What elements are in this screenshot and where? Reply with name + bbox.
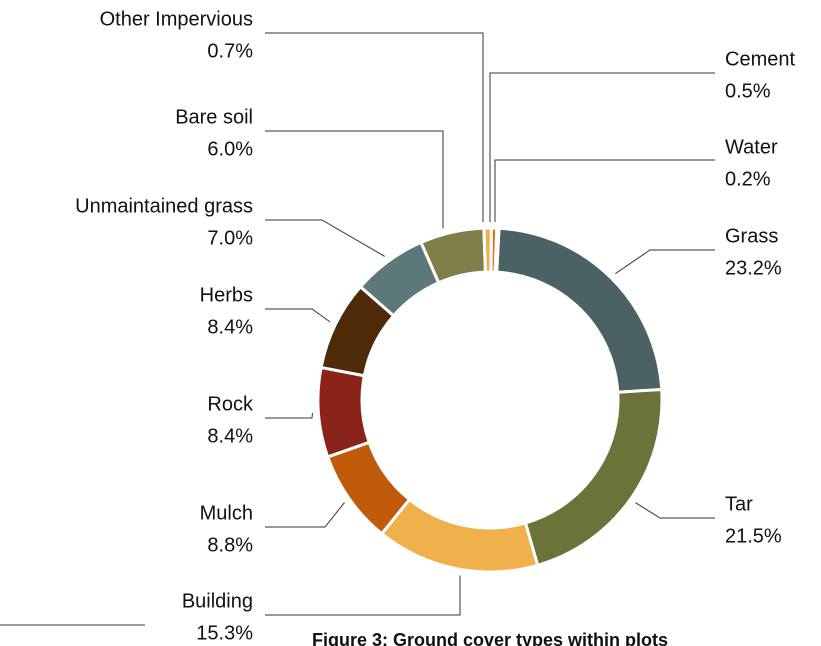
slice-label: Bare soil [175,106,253,128]
slice-label: Cement [725,48,795,70]
donut-segment [495,226,664,394]
caption: Figure 3: Ground cover types within plot… [312,630,668,646]
slice-value-label: 6.0% [207,138,253,160]
slice-label: Other Impervious [100,8,253,30]
leader-line [265,32,484,223]
donut-segment [316,365,372,459]
slice-value-label: 21.5% [725,525,782,547]
slice-label: Grass [725,225,778,247]
leader-line [489,72,715,222]
slice-label: Herbs [200,284,253,306]
donut-segment [379,497,540,574]
leader-line [635,502,715,519]
leader-line [265,412,313,419]
slice-value-label: 0.2% [725,168,771,190]
slice-label: Building [182,590,253,612]
slice-value-label: 8.8% [207,534,253,556]
slice-value-label: 0.7% [207,40,253,62]
leader-line [265,575,461,616]
slice-value-label: 8.4% [207,316,253,338]
slice-value-label: 23.2% [725,257,782,279]
leader-line [265,502,345,528]
slice-label: Water [725,136,778,158]
donut-segment [523,387,664,568]
slice-label: Mulch [200,502,253,524]
leader-line [265,308,331,323]
slice-value-label: 15.3% [196,622,253,644]
slice-value-label: 8.4% [207,425,253,447]
slice-value-label: 0.5% [725,80,771,102]
donut-segment [493,226,501,274]
slice-label: Unmaintained grass [75,195,253,217]
leader-line [615,249,715,275]
leader-line [265,130,444,229]
leader-line [494,159,715,223]
slice-label: Rock [207,393,254,415]
slice-label: Tar [725,493,753,515]
leader-line [265,219,386,257]
slice-value-label: 7.0% [207,227,253,249]
